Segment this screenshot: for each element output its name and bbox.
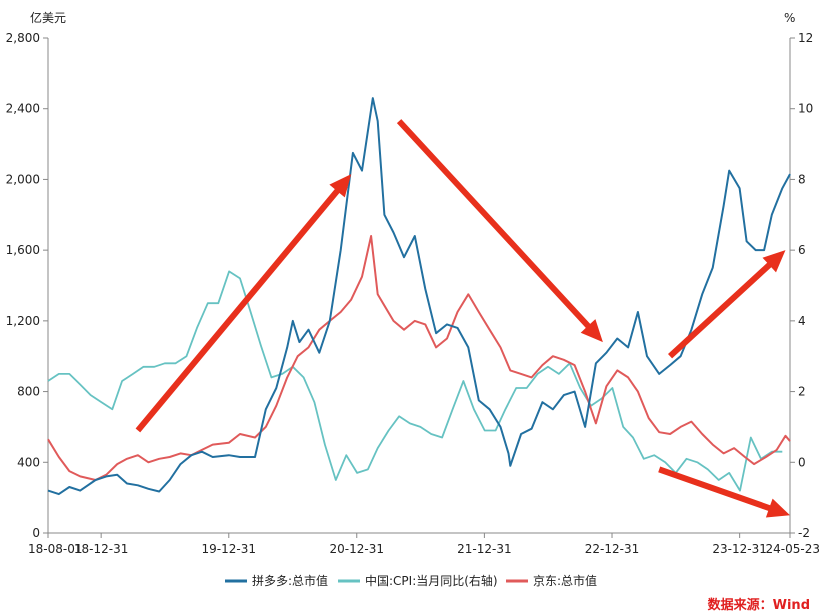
arrow-shape — [668, 250, 786, 359]
legend-label: 京东:总市值 — [533, 573, 597, 588]
x-tick-label: 21-12-31 — [457, 542, 511, 556]
annotation-arrow-1 — [396, 119, 603, 343]
left-axis: 0 400 800 1,200 1,600 2,000 2,400 2,800 — [6, 31, 49, 540]
right-axis: -2 0 2 4 6 8 10 12 — [789, 31, 813, 540]
legend-item-2: 京东:总市值 — [506, 573, 597, 588]
series-line-1 — [47, 270, 783, 492]
series-group — [47, 97, 791, 496]
left-tick-label: 2,000 — [6, 172, 40, 186]
legend-item-0: 拼多多:总市值 — [225, 573, 328, 588]
right-tick-label: 6 — [798, 243, 806, 257]
series-line-0 — [47, 97, 791, 496]
annotation-arrow-3 — [658, 466, 790, 518]
x-tick-label: 19-12-31 — [202, 542, 256, 556]
right-tick-label: 4 — [798, 314, 806, 328]
right-tick-label: 8 — [798, 172, 806, 186]
x-tick-label: 18-12-31 — [74, 542, 128, 556]
left-tick-label: 400 — [17, 455, 40, 469]
arrow-shape — [396, 119, 603, 343]
legend: 拼多多:总市值 中国:CPI:当月同比(右轴) 京东:总市值 — [225, 573, 597, 588]
x-tick-label: 20-12-31 — [330, 542, 384, 556]
left-tick-label: 0 — [32, 526, 40, 540]
legend-item-1: 中国:CPI:当月同比(右轴) — [338, 573, 498, 588]
series-line-2 — [47, 235, 791, 481]
right-tick-label: -2 — [798, 526, 810, 540]
x-tick-label: 18-08-01 — [28, 542, 82, 556]
right-tick-label: 12 — [798, 31, 813, 45]
right-axis-ticks: -2 0 2 4 6 8 10 12 — [790, 31, 813, 540]
x-tick-label: 22-12-31 — [585, 542, 639, 556]
x-tick-label: 23-12-31 — [712, 542, 766, 556]
right-tick-label: 0 — [798, 455, 806, 469]
arrow-shape — [658, 466, 790, 518]
left-tick-label: 800 — [17, 385, 40, 399]
source-note: 数据来源：Wind — [708, 597, 810, 613]
legend-label: 中国:CPI:当月同比(右轴) — [365, 573, 498, 588]
right-axis-unit: % — [784, 11, 795, 25]
annotation-arrow-2 — [668, 250, 786, 359]
x-tick-label: 24-05-23 — [766, 542, 820, 556]
right-tick-label: 2 — [798, 385, 806, 399]
left-tick-label: 1,600 — [6, 243, 40, 257]
arrow-shape — [135, 174, 352, 433]
left-axis-ticks: 0 400 800 1,200 1,600 2,000 2,400 2,800 — [6, 31, 48, 540]
right-tick-label: 10 — [798, 102, 813, 116]
left-tick-label: 1,200 — [6, 314, 40, 328]
left-axis-unit: 亿美元 — [30, 10, 66, 25]
annotation-arrows — [135, 119, 790, 518]
left-tick-label: 2,400 — [6, 102, 40, 116]
left-tick-label: 2,800 — [6, 31, 40, 45]
legend-label: 拼多多:总市值 — [252, 573, 328, 588]
annotation-arrow-0 — [135, 174, 352, 433]
